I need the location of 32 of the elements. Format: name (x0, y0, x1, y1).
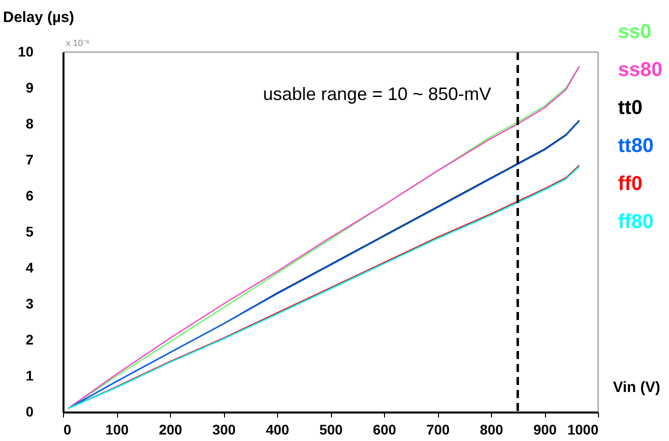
y-tick-label: 8 (26, 116, 34, 132)
y-tick-label: 9 (26, 80, 34, 96)
y-tick-label: 1 (26, 368, 34, 384)
x-tick-label: 500 (319, 422, 343, 438)
y-tick-label: 3 (26, 296, 34, 312)
y-tick-label: 4 (26, 260, 34, 276)
x-tick-label: 0 (64, 422, 72, 438)
x-axis-title: Vin (V) (613, 379, 660, 396)
x-tick-label: 100 (105, 422, 129, 438)
x-tick-label: 700 (426, 422, 450, 438)
y-tick-label: 6 (26, 188, 34, 204)
y-tick-label: 10 (18, 44, 34, 60)
series-label: ff0 (618, 173, 642, 195)
series-label: ss80 (618, 59, 662, 81)
text: x 10⁻⁶ (66, 38, 90, 48)
x-tick-label: 900 (533, 422, 557, 438)
text: tt80 (618, 135, 654, 157)
x-tick-label: 800 (480, 422, 504, 438)
x-tick-label: 400 (266, 422, 290, 438)
x-tick-label: 600 (372, 422, 396, 438)
x-tick-label: 200 (158, 422, 182, 438)
y-tick-label: 7 (26, 152, 34, 168)
y-tick-label: 0 (26, 404, 34, 420)
y-axis-title: Delay (µs) (3, 9, 74, 26)
text: ff80 (618, 211, 654, 233)
y-tick-label: 5 (26, 224, 34, 240)
x-tick-label: 1000 (567, 422, 599, 438)
series-label: tt0 (618, 97, 642, 119)
x-tick-label: 300 (212, 422, 236, 438)
annotation: usable range = 10 ~ 850-mV (263, 84, 492, 104)
text: ss0 (618, 21, 652, 43)
y-tick-label: 2 (26, 332, 34, 348)
